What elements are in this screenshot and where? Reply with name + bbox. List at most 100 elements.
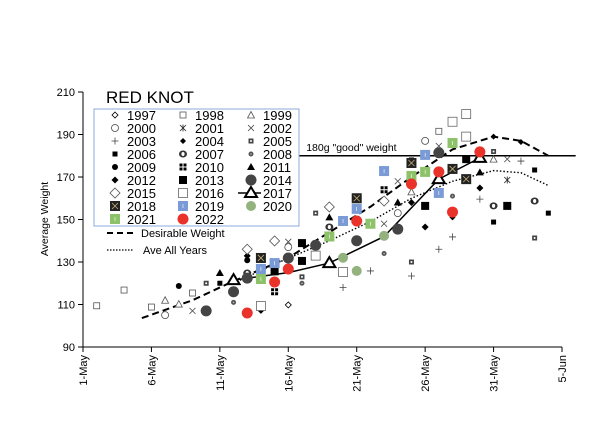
point-1998 bbox=[120, 286, 128, 294]
curves bbox=[141, 135, 549, 320]
legend-label-2005: 2005 bbox=[263, 134, 292, 149]
point-2016 bbox=[461, 109, 472, 119]
ave-all-years-curve bbox=[233, 169, 549, 284]
y-tick-label: 90 bbox=[63, 342, 75, 354]
point-2020 bbox=[351, 265, 362, 276]
point-2012 bbox=[243, 252, 251, 260]
series-2017-line bbox=[233, 157, 481, 281]
legend-curve-label: Desirable Weight bbox=[141, 228, 225, 240]
point-2003 bbox=[407, 272, 415, 280]
point-2000 bbox=[393, 209, 402, 218]
legend-label-2011: 2011 bbox=[263, 160, 291, 175]
point-2014 bbox=[241, 272, 253, 284]
point-2006 bbox=[532, 167, 538, 173]
point-2011 bbox=[215, 269, 224, 277]
x-tick-label: 5-Jun bbox=[557, 355, 569, 383]
legend-marker-2014 bbox=[245, 174, 257, 186]
legend-label-2007: 2007 bbox=[195, 147, 224, 162]
legend-curve-label: Ave All Years bbox=[143, 245, 208, 257]
point-2013 bbox=[270, 267, 279, 276]
legend-marker-2009 bbox=[112, 164, 118, 170]
legend-label-2020: 2020 bbox=[263, 199, 292, 214]
point-2009 bbox=[244, 257, 251, 264]
point-1999 bbox=[407, 187, 416, 196]
point-2022 bbox=[447, 206, 459, 218]
legend-label-2022: 2022 bbox=[195, 212, 224, 227]
point-1997 bbox=[284, 301, 292, 309]
legend-marker-2002 bbox=[247, 124, 255, 132]
point-2011 bbox=[475, 168, 484, 176]
point-1998 bbox=[189, 289, 196, 297]
legend-label-2018: 2018 bbox=[127, 199, 156, 214]
x-tick-label: 1-May bbox=[78, 355, 90, 386]
legend-marker-2006 bbox=[112, 151, 118, 157]
point-2002 bbox=[285, 238, 292, 246]
point-2021 bbox=[365, 218, 376, 229]
point-2016 bbox=[461, 131, 472, 142]
point-1999 bbox=[160, 295, 170, 304]
legend-marker-2017 bbox=[243, 185, 259, 198]
legend-label-2009: 2009 bbox=[127, 160, 156, 175]
legend-label-1998: 1998 bbox=[195, 108, 224, 123]
point-2017 bbox=[321, 255, 338, 269]
point-2022 bbox=[269, 276, 281, 288]
point-2014 bbox=[310, 239, 322, 251]
legend-marker-2015 bbox=[109, 187, 121, 199]
point-1998 bbox=[93, 302, 101, 310]
point-2003 bbox=[517, 157, 525, 165]
x-tick-label: 31-May bbox=[489, 355, 501, 392]
legend-label-2008: 2008 bbox=[263, 147, 292, 162]
y-tick-label: 190 bbox=[57, 130, 75, 142]
legend-marker-2005 bbox=[248, 138, 254, 144]
x-tick-label: 26-May bbox=[420, 355, 432, 392]
legend-label-2014: 2014 bbox=[263, 173, 292, 188]
point-2016 bbox=[256, 301, 266, 311]
point-2012 bbox=[421, 223, 429, 231]
point-2003 bbox=[435, 245, 443, 253]
point-2000 bbox=[421, 136, 430, 145]
x-tick-label: 11-May bbox=[215, 355, 227, 391]
point-2022 bbox=[351, 215, 363, 227]
point-2002 bbox=[503, 155, 511, 163]
point-2015 bbox=[241, 243, 253, 255]
point-2019 bbox=[338, 215, 349, 226]
legend-label-2006: 2006 bbox=[127, 147, 156, 162]
legend-label-1999: 1999 bbox=[263, 108, 292, 123]
legend-label-2001: 2001 bbox=[195, 121, 224, 136]
point-2014 bbox=[282, 252, 294, 264]
legend-marker-2019 bbox=[178, 201, 188, 211]
point-2011 bbox=[393, 198, 402, 206]
point-2019 bbox=[255, 264, 266, 275]
point-2022 bbox=[241, 307, 253, 319]
point-2022 bbox=[405, 178, 417, 190]
point-2005 bbox=[408, 259, 414, 265]
point-2020 bbox=[379, 230, 390, 241]
chart-title: RED KNOT bbox=[106, 88, 194, 107]
point-2014 bbox=[351, 235, 363, 247]
point-2000 bbox=[284, 243, 293, 252]
point-2018 bbox=[447, 163, 458, 174]
legend-marker-1998 bbox=[179, 111, 187, 119]
legend-box bbox=[93, 108, 300, 227]
point-2013 bbox=[297, 256, 306, 265]
legend-marker-2020 bbox=[246, 201, 256, 211]
point-2008 bbox=[231, 299, 237, 305]
point-1999 bbox=[174, 299, 183, 308]
point-2019 bbox=[420, 149, 431, 160]
point-2018 bbox=[461, 174, 472, 185]
point-2014 bbox=[228, 286, 240, 298]
point-2013 bbox=[297, 239, 306, 248]
point-2021 bbox=[255, 274, 266, 284]
point-2005 bbox=[299, 274, 305, 280]
legend-marker-2004 bbox=[180, 138, 186, 144]
point-2019 bbox=[379, 166, 390, 177]
point-2003 bbox=[476, 195, 484, 203]
point-2003 bbox=[449, 233, 457, 241]
point-2019 bbox=[269, 258, 280, 269]
legend-label-2010: 2010 bbox=[195, 160, 224, 175]
legend-marker-1999 bbox=[246, 110, 256, 119]
legend-label-2021: 2021 bbox=[127, 212, 156, 227]
point-2022 bbox=[282, 263, 294, 275]
legend-marker-2016 bbox=[178, 188, 188, 198]
